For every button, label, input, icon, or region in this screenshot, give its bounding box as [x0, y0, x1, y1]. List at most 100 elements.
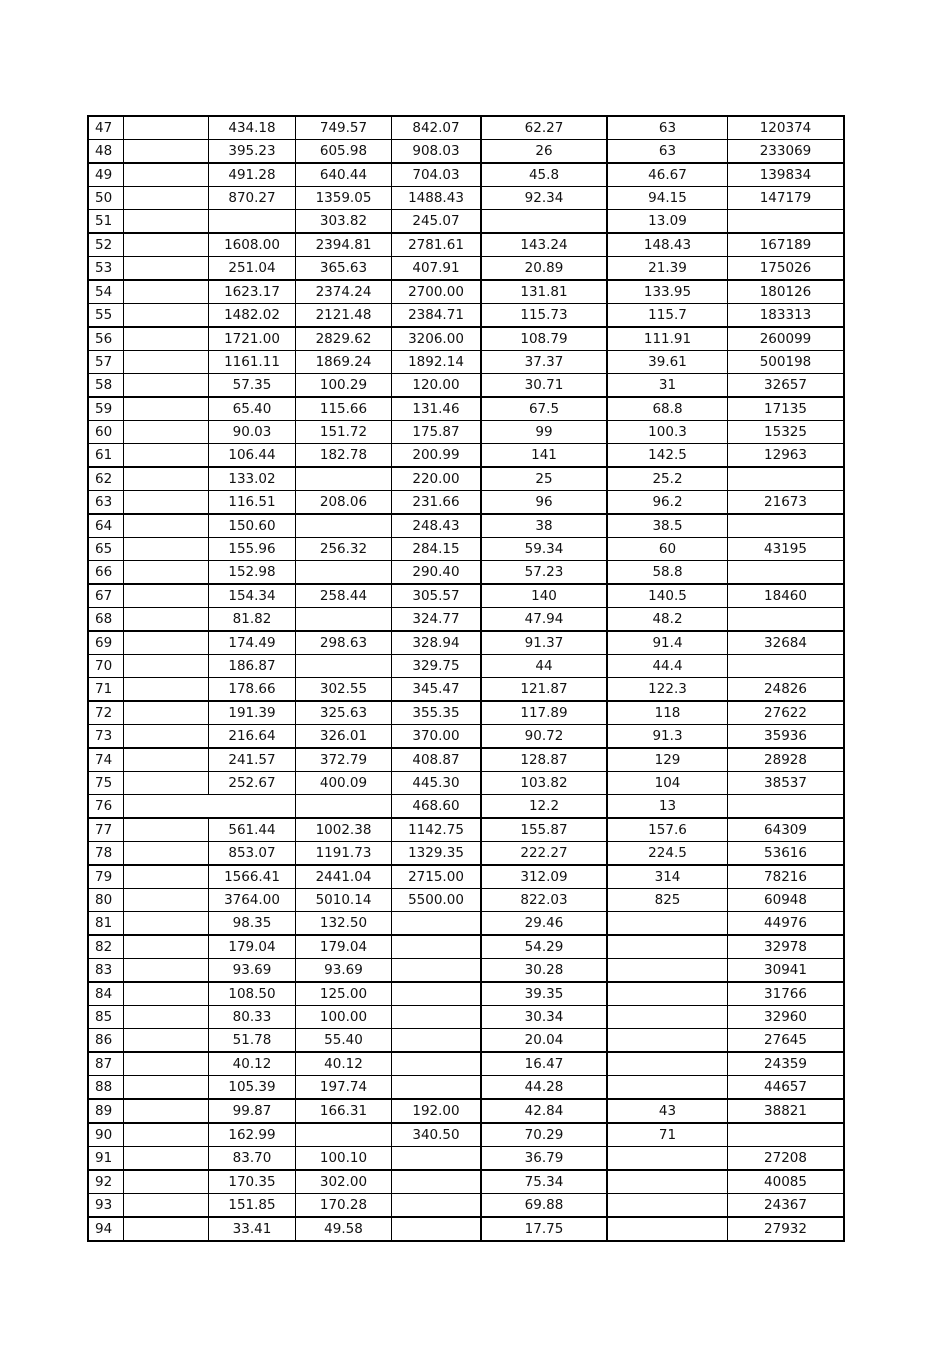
table-cell: 434.18 — [208, 115, 296, 140]
table-cell: 111.91 — [606, 326, 728, 351]
table-cell — [606, 911, 728, 936]
table-row: 77 561.44 1002.38 1142.75 155.87 157.6 64309 — [87, 817, 845, 842]
table-cell: 44.28 — [480, 1075, 608, 1100]
table-cell: 150.60 — [208, 513, 296, 538]
table-cell — [727, 794, 845, 819]
table-cell — [295, 607, 392, 632]
table-cell: 1161.11 — [208, 350, 296, 374]
table-cell: 46.67 — [606, 162, 728, 187]
table-cell — [123, 490, 209, 515]
table-cell: 400.09 — [295, 771, 392, 795]
table-cell: 2715.00 — [391, 864, 482, 889]
table-cell: 1608.00 — [208, 232, 296, 257]
table-cell — [391, 1051, 482, 1076]
table-cell: 220.00 — [391, 466, 482, 491]
table-cell: 31 — [606, 373, 728, 398]
row-number-cell: 89 — [87, 1098, 124, 1124]
table-cell — [123, 771, 209, 795]
table-cell: 312.09 — [480, 864, 608, 889]
table-cell: 303.82 — [295, 209, 392, 234]
table-cell: 30941 — [727, 958, 845, 983]
table-cell: 96 — [480, 490, 608, 515]
table-row: 91 83.70 100.10 36.79 27208 — [87, 1146, 845, 1171]
table-cell — [606, 934, 728, 959]
table-row: 50 870.27 1359.05 1488.43 92.34 94.15 147179 — [87, 186, 845, 210]
table-cell: 167189 — [727, 232, 845, 257]
table-cell: 64309 — [727, 817, 845, 842]
table-cell: 162.99 — [208, 1122, 296, 1147]
table-cell: 13 — [606, 794, 728, 819]
row-number-cell: 90 — [87, 1122, 124, 1147]
table-cell: 99 — [480, 420, 608, 444]
row-number-cell: 88 — [87, 1075, 124, 1100]
table-cell: 60 — [606, 537, 728, 561]
table-cell: 408.87 — [391, 747, 482, 772]
table-cell — [606, 1146, 728, 1171]
table-cell: 80.33 — [208, 1005, 296, 1029]
table-cell: 27932 — [727, 1216, 845, 1242]
table-cell: 36.79 — [480, 1146, 608, 1171]
table-cell: 44976 — [727, 911, 845, 936]
table-cell — [123, 1028, 209, 1053]
table-cell — [123, 934, 209, 959]
table-cell: 43 — [606, 1098, 728, 1124]
table-cell: 12963 — [727, 443, 845, 468]
table-cell: 326.01 — [295, 724, 392, 749]
table-cell: 139834 — [727, 162, 845, 187]
table-cell: 133.02 — [208, 466, 296, 491]
table-row: 93 151.85 170.28 69.88 24367 — [87, 1193, 845, 1218]
table-cell: 81.82 — [208, 607, 296, 632]
table-cell — [123, 303, 209, 328]
table-cell: 325.63 — [295, 700, 392, 725]
table-cell: 103.82 — [480, 771, 608, 795]
table-cell — [123, 981, 209, 1006]
table-cell — [123, 1075, 209, 1100]
table-cell: 40.12 — [208, 1051, 296, 1076]
row-number-cell: 47 — [87, 115, 124, 140]
table-cell: 24359 — [727, 1051, 845, 1076]
table-cell: 853.07 — [208, 841, 296, 866]
table-cell: 27622 — [727, 700, 845, 725]
row-number-cell: 76 — [87, 794, 124, 819]
table-cell: 59.34 — [480, 537, 608, 561]
table-cell — [480, 209, 608, 234]
table-cell: 40085 — [727, 1169, 845, 1194]
table-cell: 842.07 — [391, 115, 482, 140]
table-cell — [295, 466, 392, 491]
row-number-cell: 60 — [87, 420, 124, 444]
row-number-cell: 82 — [87, 934, 124, 959]
table-cell: 12.2 — [480, 794, 608, 819]
table-cell: 15325 — [727, 420, 845, 444]
row-number-cell: 91 — [87, 1146, 124, 1171]
table-cell — [123, 630, 209, 655]
table-row: 72 191.39 325.63 355.35 117.89 118 27622 — [87, 700, 845, 725]
table-cell: 2781.61 — [391, 232, 482, 257]
table-row: 76 468.60 12.2 13 — [87, 794, 845, 819]
table-cell: 115.73 — [480, 303, 608, 328]
table-cell — [727, 607, 845, 632]
table-cell: 155.87 — [480, 817, 608, 842]
table-cell: 38537 — [727, 771, 845, 795]
table-row: 81 98.35 132.50 29.46 44976 — [87, 911, 845, 936]
table-row: 64 150.60 248.43 38 38.5 — [87, 513, 845, 538]
table-cell: 1482.02 — [208, 303, 296, 328]
table-cell: 65.40 — [208, 396, 296, 421]
table-cell — [123, 326, 209, 351]
row-number-cell: 56 — [87, 326, 124, 351]
table-cell: 78216 — [727, 864, 845, 889]
table-cell — [606, 1169, 728, 1194]
table-cell: 1329.35 — [391, 841, 482, 866]
table-cell — [391, 934, 482, 959]
table-cell: 90.72 — [480, 724, 608, 749]
table-cell: 44657 — [727, 1075, 845, 1100]
table-cell: 27645 — [727, 1028, 845, 1053]
table-cell: 241.57 — [208, 747, 296, 772]
table-cell — [123, 373, 209, 398]
table-cell: 132.50 — [295, 911, 392, 936]
table-cell: 1869.24 — [295, 350, 392, 374]
table-cell: 44.4 — [606, 654, 728, 678]
table-cell — [391, 1028, 482, 1053]
table-cell: 186.87 — [208, 654, 296, 678]
row-number-cell: 69 — [87, 630, 124, 655]
row-number-cell: 77 — [87, 817, 124, 842]
